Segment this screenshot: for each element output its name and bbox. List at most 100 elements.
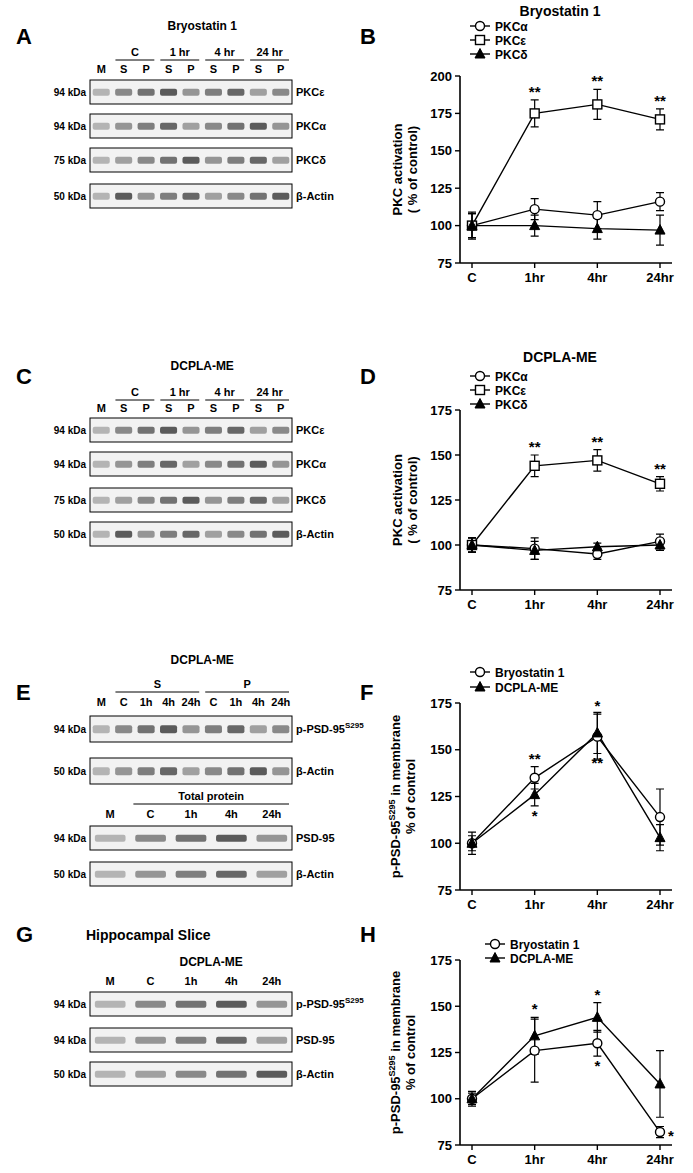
x-tick (597, 1145, 598, 1150)
band (205, 89, 222, 96)
y-tick-label: 75 (438, 256, 452, 271)
x-tick (471, 263, 472, 268)
error-bar (656, 1127, 664, 1138)
band (205, 497, 222, 504)
legend-label: PKCε (495, 384, 526, 398)
band (115, 193, 132, 200)
x-tick-label: 1hr (525, 1152, 545, 1167)
band (227, 767, 244, 775)
marker (467, 838, 477, 848)
y-tick-label: 150 (430, 143, 452, 158)
marker (592, 541, 602, 551)
y-tick-label: 125 (430, 1045, 452, 1060)
band (272, 157, 289, 164)
marker (467, 1093, 477, 1103)
band (256, 1037, 287, 1044)
band (176, 871, 207, 878)
error-bar (531, 541, 539, 559)
band (250, 497, 267, 504)
band (272, 193, 289, 200)
legend-marker (490, 953, 500, 963)
lane-label: 24h (182, 696, 201, 708)
error-bar (656, 109, 664, 130)
row-label-text: p-PSD-95 (296, 723, 345, 735)
y-tick (455, 113, 460, 114)
y-axis-label: p-PSD-95S295 in membrane (387, 971, 403, 1134)
lane-label: P (187, 402, 194, 414)
band (135, 1071, 166, 1078)
legend-marker (475, 49, 485, 59)
band (256, 1001, 287, 1008)
error-bar (656, 1051, 664, 1118)
y-tick (455, 225, 460, 226)
group-line (133, 804, 289, 805)
marker (530, 773, 539, 782)
error-bar (656, 215, 664, 245)
row-label-text: PKCδ (296, 154, 326, 166)
blot-title: DCPLA-ME (180, 955, 243, 969)
x-tick-label: C (467, 897, 477, 912)
y-label-text: % of control (403, 759, 418, 834)
lane-label: S (255, 63, 262, 75)
kda-label: 50 kDa (54, 1069, 87, 1080)
y-tick (455, 796, 460, 797)
lane-label: S (120, 402, 127, 414)
band (93, 89, 110, 96)
band (205, 725, 222, 733)
y-label-text: ( % of control) (405, 456, 420, 543)
x-tick (659, 1145, 660, 1150)
blot-frame (90, 826, 292, 850)
x-tick (471, 590, 472, 595)
band (93, 157, 110, 164)
blot-frame (90, 992, 292, 1016)
y-label-text: PKC activation (390, 454, 405, 546)
lane-label: P (142, 63, 149, 75)
y-label-text: % of control (403, 1015, 418, 1090)
row-label-text: PSD-95 (296, 1034, 335, 1046)
band (227, 193, 244, 200)
x-tick (534, 590, 535, 595)
x-tick-label: 4hr (587, 1152, 607, 1167)
y-axis-label: ( % of control) (405, 126, 420, 213)
x-tick (534, 890, 535, 895)
y-tick-label: 100 (430, 538, 452, 553)
error-bar (656, 534, 664, 548)
error-bar (468, 832, 476, 854)
row-label-sup: S295 (345, 721, 364, 730)
row-label: PKCα (296, 458, 326, 470)
marker (530, 1030, 540, 1040)
legend-marker (476, 386, 485, 395)
x-tick-label: 24hr (646, 270, 673, 285)
group-label: 24 hr (256, 386, 283, 398)
y-tick (455, 1144, 460, 1145)
marker (530, 545, 540, 555)
band (135, 871, 166, 878)
y-tick-label: 150 (430, 448, 452, 463)
band (182, 531, 199, 538)
series-line (472, 202, 660, 226)
x-tick-label: 1hr (525, 597, 545, 612)
marker (530, 109, 539, 118)
x-tick (534, 263, 535, 268)
significance: * (594, 697, 600, 714)
band (95, 1071, 126, 1078)
band (138, 193, 155, 200)
group-label: C (131, 46, 139, 58)
x-tick-label: 1hr (525, 270, 545, 285)
marker (655, 1078, 665, 1088)
y-tick (455, 75, 460, 76)
band (272, 89, 289, 96)
band (182, 497, 199, 504)
band (205, 531, 222, 538)
band (160, 461, 177, 468)
panel-letter: G (16, 922, 33, 947)
plot-area (467, 450, 665, 560)
blot-frame (90, 488, 292, 512)
x-tick-label: 24hr (646, 597, 673, 612)
band (95, 871, 126, 878)
series-line (472, 733, 660, 843)
row-label-text: PKCα (296, 120, 326, 132)
row-label-sup: S295 (345, 996, 364, 1005)
error-bar (656, 789, 664, 845)
x-tick-label: 24hr (646, 897, 673, 912)
